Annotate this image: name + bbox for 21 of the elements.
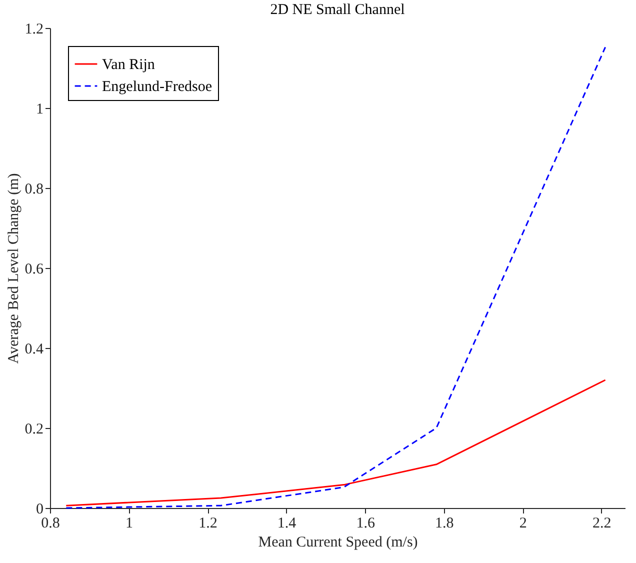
x-tick-label: 1.2 (198, 516, 218, 532)
legend-label: Engelund-Fredsoe (102, 79, 212, 95)
x-tick-label: 1.6 (356, 516, 376, 532)
line-series (65, 379, 606, 506)
x-axis-title: Mean Current Speed (m/s) (258, 534, 418, 550)
y-tick-label: 1 (36, 102, 44, 118)
y-tick-label: 0.4 (24, 342, 44, 358)
x-tick-label: 2 (519, 516, 527, 532)
x-tick-label: 1.8 (434, 516, 454, 532)
y-tick-label: 0.6 (24, 262, 44, 278)
legend-label: Van Rijn (102, 57, 156, 73)
y-tick-label: 0.2 (24, 422, 44, 438)
x-tick-label: 1.4 (277, 516, 297, 532)
x-tick-label: 1 (126, 516, 134, 532)
line-series (65, 46, 606, 509)
y-tick-label: 0 (36, 502, 44, 518)
x-tick-label: 2.2 (592, 516, 612, 532)
y-tick-label: 1.2 (24, 22, 44, 38)
y-axis-title: Average Bed Level Change (m) (6, 173, 22, 364)
chart-title: 2D NE Small Channel (270, 2, 405, 18)
y-tick-label: 0.8 (24, 182, 44, 198)
